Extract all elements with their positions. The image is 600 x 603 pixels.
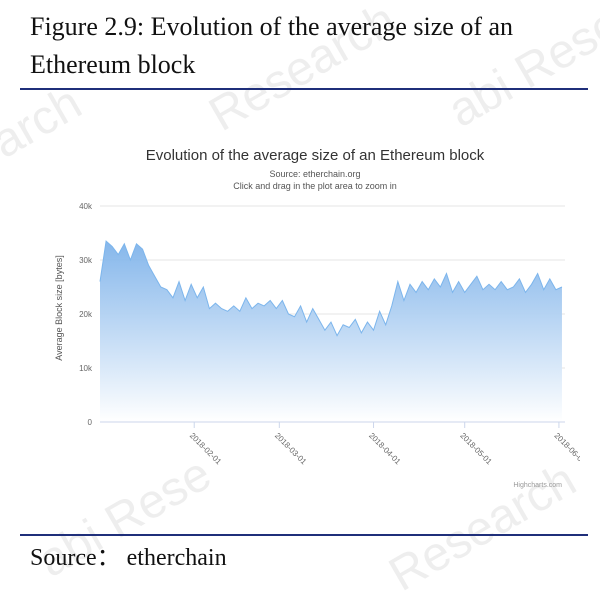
block-size-area[interactable] xyxy=(100,241,562,422)
x-tick-label: 2018-06-01 xyxy=(553,431,580,467)
y-tick-label: 40k xyxy=(79,202,93,211)
figure-source: Source： etherchain xyxy=(30,545,227,571)
chart-hint: Click and drag in the plot area to zoom … xyxy=(233,181,397,191)
chart-subtitle: Source: etherchain.org xyxy=(269,169,360,179)
y-axis-title: Average Block size [bytes] xyxy=(54,255,64,360)
chart-title: Evolution of the average size of an Ethe… xyxy=(146,147,485,164)
x-tick-label: 2018-02-01 xyxy=(188,431,224,467)
highcharts-credits[interactable]: Highcharts.com xyxy=(513,482,562,489)
top-divider xyxy=(20,88,588,90)
y-tick-label: 30k xyxy=(79,256,93,265)
bottom-divider xyxy=(20,534,588,536)
y-tick-label: 10k xyxy=(79,364,93,373)
x-tick-label: 2018-04-01 xyxy=(367,431,403,467)
figure-title: Figure 2.9: Evolution of the average siz… xyxy=(30,12,514,79)
y-tick-label: 20k xyxy=(79,310,93,319)
chart-container[interactable]: Evolution of the average size of an Ethe… xyxy=(40,140,588,500)
area-chart[interactable]: Evolution of the average size of an Ethe… xyxy=(40,140,588,500)
x-tick-label: 2018-03-01 xyxy=(273,431,309,467)
y-tick-label: 0 xyxy=(88,418,93,427)
x-tick-label: 2018-05-01 xyxy=(458,431,494,467)
block-size-line[interactable] xyxy=(99,240,563,337)
